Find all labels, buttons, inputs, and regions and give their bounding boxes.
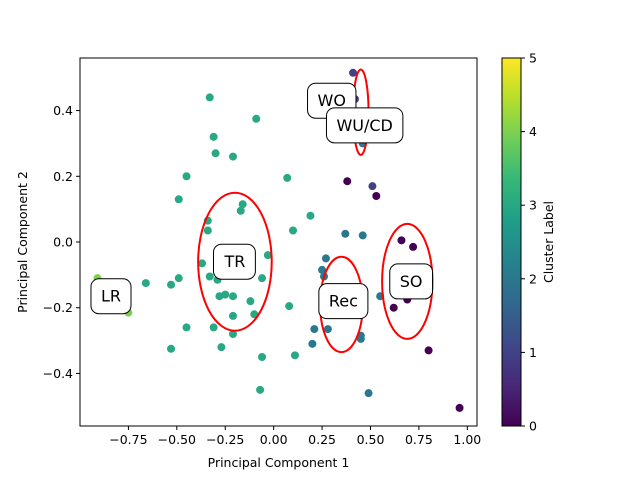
data-point — [323, 325, 332, 334]
colorbar-tick-label: 5 — [529, 51, 537, 66]
annotation-box-frame — [90, 278, 132, 315]
y-tick-label: 0.2 — [53, 169, 73, 184]
x-tick-label: 0.75 — [405, 432, 433, 447]
data-point — [389, 303, 398, 312]
annotation-box-frame — [325, 107, 404, 144]
annotation-label: WU/CD — [336, 116, 392, 135]
annotation-box-frame — [318, 283, 369, 320]
data-point — [182, 172, 191, 181]
annotation-label: WO — [318, 91, 346, 110]
data-point — [228, 311, 237, 320]
data-point — [205, 272, 214, 281]
y-tick-label: −0.2 — [43, 300, 73, 315]
x-tick-label: 0.00 — [260, 432, 288, 447]
data-point — [205, 93, 214, 102]
annotation-label: SO — [400, 272, 423, 291]
data-point — [290, 351, 299, 360]
x-tick-label: −0.50 — [158, 432, 196, 447]
colorbar-tick-label: 0 — [529, 419, 537, 434]
data-point — [289, 226, 298, 235]
annotation-label: TR — [223, 252, 245, 271]
data-point — [228, 152, 237, 161]
annotation-box-frame — [212, 243, 256, 280]
data-point — [258, 274, 267, 283]
y-tick-label: 0.4 — [53, 103, 73, 118]
plot-area — [80, 58, 477, 426]
data-point — [308, 339, 317, 348]
data-point — [306, 211, 315, 220]
colorbar-label: Cluster Label — [541, 201, 556, 283]
x-tick-label: 0.50 — [357, 432, 385, 447]
data-point — [167, 280, 176, 289]
data-point — [228, 330, 237, 338]
annotation-label: Rec — [329, 292, 358, 311]
annotation-box: TR — [212, 243, 256, 280]
data-point — [356, 334, 365, 343]
annotation-box: Rec — [318, 283, 369, 320]
data-point — [368, 182, 377, 191]
data-point — [285, 302, 294, 311]
data-point — [252, 114, 261, 123]
colorbar-frame — [501, 57, 522, 427]
data-point — [263, 251, 272, 260]
colorbar-ticks: 0 1 2 3 4 5 — [521, 51, 537, 434]
y-axis-ticks: −0.4 −0.2 0.0 0.2 0.4 — [43, 103, 80, 381]
data-point — [198, 259, 207, 268]
y-axis-label: Principal Component 2 — [15, 171, 30, 313]
data-point — [343, 177, 352, 186]
data-point — [310, 325, 319, 334]
data-point — [209, 323, 218, 332]
colorbar-tick-label: 3 — [529, 198, 537, 213]
x-tick-label: 0.25 — [308, 432, 336, 447]
annotation-box-frame — [389, 263, 434, 300]
colorbar-tick-label: 4 — [529, 124, 537, 139]
data-point — [409, 242, 418, 251]
annotation-box: SO — [389, 263, 434, 300]
data-point — [372, 192, 381, 200]
data-point — [217, 343, 226, 352]
colorbar — [502, 58, 521, 426]
cluster-ellipse — [197, 191, 273, 332]
data-point — [221, 290, 230, 299]
data-point — [318, 265, 327, 274]
data-point — [349, 68, 358, 77]
x-tick-label: 1.00 — [453, 432, 481, 447]
data-point — [358, 231, 367, 240]
annotation-box: WU/CD — [325, 107, 404, 144]
y-tick-label: 0.0 — [53, 235, 73, 250]
data-point — [203, 226, 212, 235]
data-point — [174, 195, 183, 204]
annotations: WO WU/CD TR Rec SO LR — [90, 82, 434, 320]
data-point — [228, 292, 237, 301]
data-point — [455, 403, 464, 412]
data-point — [236, 206, 245, 215]
x-axis-label: Principal Component 1 — [208, 455, 350, 470]
data-point — [238, 200, 247, 209]
colorbar-tick-label: 1 — [529, 345, 537, 360]
data-point — [424, 346, 433, 355]
data-point — [167, 344, 176, 353]
annotation-box: LR — [90, 278, 132, 315]
data-point — [246, 297, 255, 306]
data-point — [211, 149, 220, 158]
x-axis-ticks: −0.75 −0.50 −0.25 0.00 0.25 0.50 0.75 1.00 — [109, 426, 481, 447]
data-point — [258, 353, 267, 361]
x-tick-label: −0.25 — [206, 432, 244, 447]
data-point — [209, 132, 218, 141]
data-point — [397, 236, 406, 245]
data-point — [256, 385, 265, 394]
data-point — [341, 229, 350, 238]
data-point — [182, 323, 191, 332]
data-point — [174, 274, 183, 283]
data-point — [141, 279, 150, 288]
data-point — [364, 389, 373, 398]
x-tick-label: −0.75 — [109, 432, 147, 447]
annotation-label: LR — [101, 287, 121, 306]
data-point — [321, 254, 330, 263]
data-point — [283, 173, 292, 182]
y-tick-label: −0.4 — [43, 366, 73, 381]
colorbar-tick-label: 2 — [529, 271, 537, 286]
